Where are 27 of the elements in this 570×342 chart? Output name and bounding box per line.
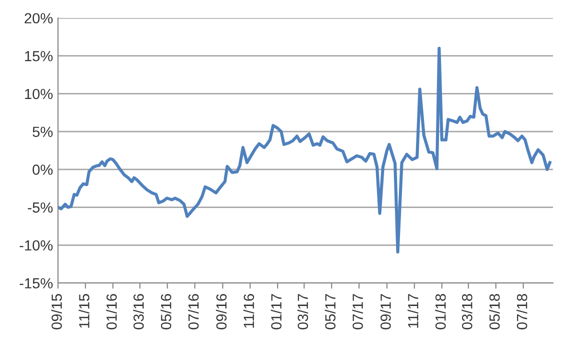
y-tick-label: -15% [20,278,53,288]
x-tick-label: 03/18 [462,294,472,330]
x-tick-label: 09/17 [380,294,391,330]
x-tick-label: 05/18 [489,294,500,330]
y-tick-label: -5% [28,202,53,213]
x-tick-label: 05/17 [324,294,336,330]
x-tick-label: 05/16 [160,294,172,330]
x-tick-label: 11/16 [243,294,254,328]
y-tick-label: 5% [32,126,53,137]
x-tick-label: 11/15 [78,294,90,328]
x-tick-label: 01/18 [435,294,446,330]
x-tick-label: 07/17 [352,294,363,330]
x-tick-label: 09/15 [51,294,62,330]
x-tick-label: 03/16 [133,294,144,330]
x-tick-label: 07/16 [188,294,199,330]
y-tick-label: 15% [25,51,53,62]
x-tick-label: 03/17 [297,294,308,330]
y-tick-label: -10% [20,240,53,251]
line-series [58,46,552,254]
x-tick-label: 09/16 [216,294,227,330]
x-tick-label: 01/16 [106,294,117,330]
x-tick-label: 07/18 [516,294,528,330]
x-tick-label: 01/17 [270,294,282,330]
y-tick-label: 20% [24,13,53,24]
x-tick-label: 11/17 [408,294,418,328]
y-tick-label: 10% [25,88,53,100]
y-tick-label: 0% [32,164,53,175]
